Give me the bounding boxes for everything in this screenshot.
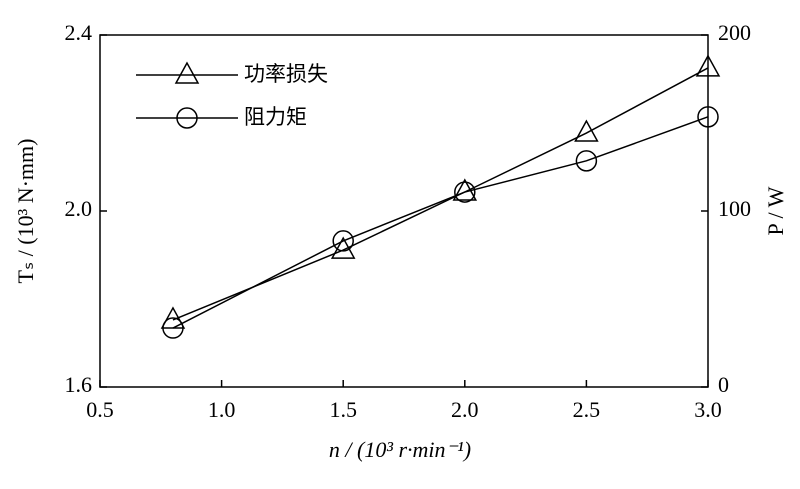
marker xyxy=(574,119,599,142)
marker xyxy=(695,54,721,77)
legend-label: 功率损失 xyxy=(244,62,328,86)
marker xyxy=(575,150,598,172)
marker xyxy=(697,106,719,128)
marker xyxy=(162,317,184,339)
x-tick-label: 1.5 xyxy=(329,397,357,422)
marker xyxy=(330,236,356,259)
marker xyxy=(454,181,476,203)
series-line xyxy=(172,116,709,329)
y-tick-label: 2.4 xyxy=(65,20,93,45)
y2-tick-label: 100 xyxy=(718,196,751,221)
marker xyxy=(332,230,354,252)
legend-label: 阻力矩 xyxy=(244,105,307,129)
x-axis-label: n / (10³ r·min⁻¹) xyxy=(329,437,471,462)
legend-marker xyxy=(176,107,198,129)
legend-marker xyxy=(174,61,200,84)
y-tick-label: 2.0 xyxy=(65,196,93,221)
x-tick-label: 1.0 xyxy=(208,397,236,422)
x-tick-label: 2.5 xyxy=(573,397,601,422)
y2-axis-label: P / W xyxy=(763,186,788,235)
x-tick-label: 3.0 xyxy=(694,397,722,422)
x-tick-label: 2.0 xyxy=(451,397,479,422)
plot-frame xyxy=(99,34,709,388)
y-axis-label: Tₛ / (10³ N·mm) xyxy=(13,139,38,284)
x-tick-label: 0.5 xyxy=(86,397,114,422)
y-tick-label: 1.6 xyxy=(65,372,93,397)
y2-tick-label: 0 xyxy=(718,372,729,397)
y2-tick-label: 200 xyxy=(718,20,751,45)
